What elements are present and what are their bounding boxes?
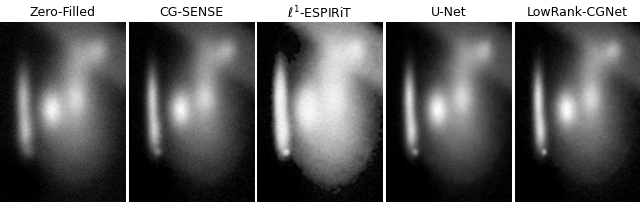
Text: $\ell^1$-ESPIRiT: $\ell^1$-ESPIRiT	[287, 4, 353, 21]
Text: LowRank-CGNet: LowRank-CGNet	[527, 6, 628, 19]
Text: CG-SENSE: CG-SENSE	[159, 6, 223, 19]
Text: Zero-Filled: Zero-Filled	[29, 6, 96, 19]
Text: U-Net: U-Net	[431, 6, 467, 19]
